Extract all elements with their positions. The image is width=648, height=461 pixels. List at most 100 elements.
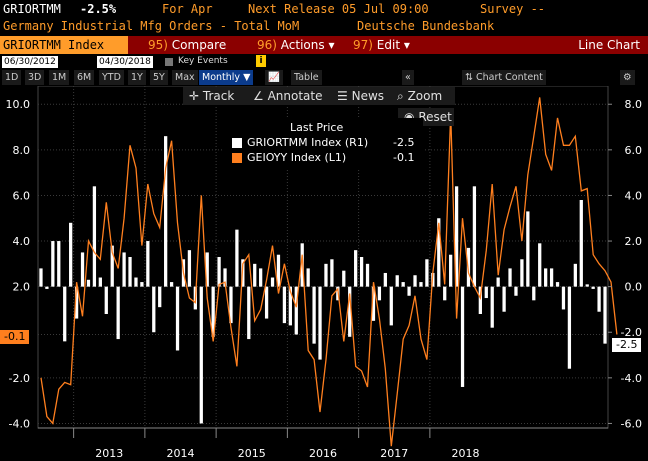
bar xyxy=(591,286,595,289)
bar xyxy=(348,286,352,337)
bar xyxy=(128,257,132,287)
bar xyxy=(104,286,108,314)
frequency-dropdown[interactable]: Monthly ▼ xyxy=(199,70,254,85)
compare-button[interactable]: 95) Compare xyxy=(148,36,226,54)
bar xyxy=(134,277,138,287)
period-max-button[interactable]: Max xyxy=(172,70,198,85)
bar xyxy=(175,286,180,351)
bar xyxy=(211,286,215,337)
bar xyxy=(80,252,85,287)
news-button[interactable]: ☰ News xyxy=(337,87,384,105)
period-1d-button[interactable]: 1D xyxy=(2,70,22,85)
series-line xyxy=(40,97,618,447)
table-button[interactable]: Table xyxy=(291,70,322,85)
bar xyxy=(437,218,441,287)
bar xyxy=(92,186,97,287)
gear-icon[interactable]: ⚙ xyxy=(620,70,635,85)
ticker-input[interactable]: GRIORTMM Index xyxy=(0,36,128,54)
date-range-bar: 06/30/2012 - 04/30/2018 Key Events i xyxy=(0,55,648,69)
x-tick-label: 2017 xyxy=(380,447,408,460)
crosshair-icon: ✛ xyxy=(189,89,200,103)
actions-menu[interactable]: 96) Actions ▾ xyxy=(257,36,334,54)
chart-type-label[interactable]: Line Chart xyxy=(578,38,640,52)
bar xyxy=(359,257,364,287)
bar xyxy=(86,279,91,287)
bar xyxy=(585,284,589,287)
legend-title: Last Price xyxy=(290,121,344,134)
bar xyxy=(573,263,577,287)
period-label: For Apr xyxy=(162,2,213,16)
bar xyxy=(324,263,328,287)
right-last-value-tag: -2.5 xyxy=(612,338,642,352)
key-events-checkbox[interactable] xyxy=(165,58,173,66)
end-date-input[interactable]: 04/30/2018 xyxy=(97,56,153,68)
period-6m-button[interactable]: 6M xyxy=(74,70,95,85)
right-tick-label: 2.0 xyxy=(625,235,643,248)
period-ytd-button[interactable]: YTD xyxy=(99,70,124,85)
zoom-button[interactable]: ⌕ Zoom xyxy=(397,87,442,105)
bar xyxy=(484,286,488,299)
bar xyxy=(478,286,482,314)
collapse-icon[interactable]: « xyxy=(402,70,414,85)
x-tick-label: 2014 xyxy=(167,447,195,460)
period-1y-button[interactable]: 1Y xyxy=(128,70,146,85)
right-axis: 8.0 6.0 4.0 2.0 0.0 -2.0 -4.0 -6.0 xyxy=(608,98,642,430)
bar xyxy=(69,222,73,287)
chart-content-button[interactable]: ⇅ Chart Content xyxy=(462,70,546,85)
bar xyxy=(63,286,67,342)
bar xyxy=(270,277,275,287)
left-tick-label: 6.0 xyxy=(13,189,31,202)
magnifier-icon: ⌕ xyxy=(397,89,404,103)
x-tick-label: 2013 xyxy=(95,447,123,460)
actions-number: 96) xyxy=(257,38,277,52)
actions-label: Actions xyxy=(280,38,325,52)
chart-content-label: Chart Content xyxy=(476,72,543,83)
bar xyxy=(312,286,316,344)
period-1m-button[interactable]: 1M xyxy=(49,70,70,85)
left-axis: 10.08.06.04.02.0-0.1-2.0-4.0 xyxy=(6,98,31,430)
bar xyxy=(514,286,518,296)
bar xyxy=(318,286,322,360)
bar xyxy=(597,286,601,312)
line-chart-icon[interactable]: 📈 xyxy=(265,70,283,85)
survey-label: Survey -- xyxy=(480,2,546,16)
period-3d-button[interactable]: 3D xyxy=(25,70,45,85)
bar xyxy=(247,286,251,340)
info-icon[interactable]: i xyxy=(256,55,266,67)
bar xyxy=(555,282,560,287)
bar xyxy=(98,277,102,287)
bar xyxy=(549,268,554,287)
reset-label: Reset xyxy=(418,110,452,124)
bar xyxy=(508,268,512,287)
bar xyxy=(259,268,263,287)
left-tick-label: -2.0 xyxy=(9,372,30,385)
chart-legend: Last Price GRIORTMM Index (R1) -2.5 GEIO… xyxy=(223,118,423,168)
edit-menu[interactable]: 97) Edit ▾ xyxy=(353,36,410,54)
zoom-label: Zoom xyxy=(407,89,443,103)
legend-label-line: GEIOYY Index (L1) xyxy=(247,151,347,164)
bar xyxy=(561,286,566,310)
bar xyxy=(538,243,542,287)
bar xyxy=(395,275,399,287)
start-date-input[interactable]: 06/30/2012 xyxy=(2,56,58,68)
period-bar: 1D 3D 1M 6M YTD 1Y 5Y Max Monthly ▼ 📈 Ta… xyxy=(0,70,648,85)
left-tick-label: -4.0 xyxy=(9,417,30,430)
bar xyxy=(199,286,203,424)
bar xyxy=(223,268,227,287)
bar xyxy=(140,282,144,287)
annotate-button[interactable]: ∠ Annotate xyxy=(253,87,323,105)
bar xyxy=(526,211,530,287)
period-5y-button[interactable]: 5Y xyxy=(150,70,168,85)
legend-label-bars: GRIORTMM Index (R1) xyxy=(247,136,369,149)
left-tick-label: 10.0 xyxy=(6,98,31,111)
news-label: News xyxy=(351,89,385,103)
bar xyxy=(116,286,120,340)
compare-label: Compare xyxy=(171,38,227,52)
bar xyxy=(389,286,393,326)
annotate-label: Annotate xyxy=(267,89,323,103)
chevron-down-icon: ▾ xyxy=(403,38,410,52)
chart-content-icon: ⇅ xyxy=(465,72,473,83)
track-label: Track xyxy=(202,89,235,103)
bar xyxy=(110,245,114,287)
track-button[interactable]: ✛ Track xyxy=(189,87,234,105)
